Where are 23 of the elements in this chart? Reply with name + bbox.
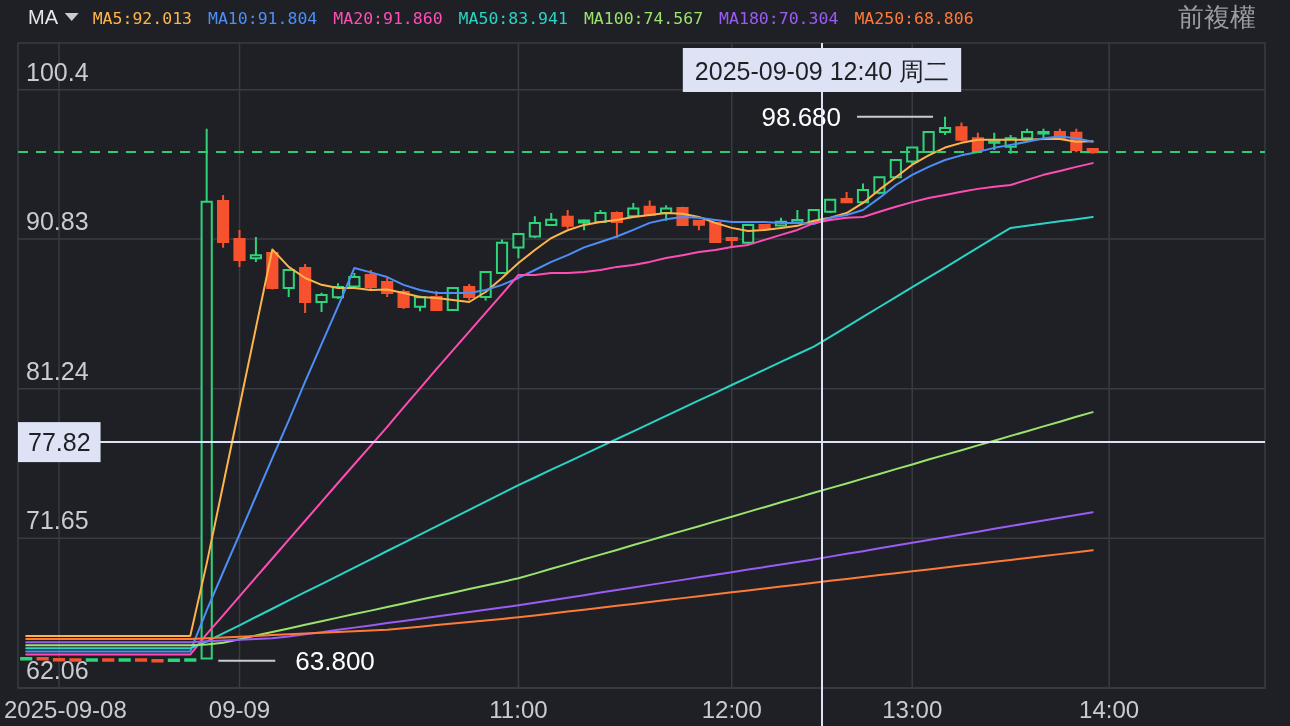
x-tick-label: 12:00 (701, 696, 762, 723)
x-tick-label: 2025-09-08 (4, 696, 127, 723)
x-tick-label: 11:00 (489, 696, 548, 723)
y-tick-label: 90.83 (26, 207, 89, 236)
x-tick-label: 14:00 (1079, 696, 1140, 723)
x-tick-label: 09-09 (208, 696, 271, 723)
y-tick-label: 100.4 (26, 57, 89, 86)
annotation: 63.800 (295, 645, 375, 676)
legend-title: MA (28, 6, 59, 28)
annotation: 2025-09-09 12:40 周二 (694, 57, 950, 85)
ref-line-label: 77.82 (28, 428, 91, 457)
text: MA5:92.013 (92, 9, 192, 28)
y-tick-label: 62.06 (26, 656, 89, 684)
y-tick-label: 81.24 (26, 356, 89, 385)
x-tick-label: 13:00 (882, 696, 943, 723)
text: MA50:83.941 (458, 9, 568, 28)
text: MA10:91.804 (208, 9, 318, 28)
text: MA250:68.806 (854, 9, 974, 28)
y-tick-label: 71.65 (26, 506, 89, 535)
text: MA180:70.304 (719, 9, 839, 28)
text: MA100:74.567 (583, 9, 704, 28)
text: 前複權 (1178, 2, 1256, 32)
text: MA20:91.860 (333, 9, 443, 28)
